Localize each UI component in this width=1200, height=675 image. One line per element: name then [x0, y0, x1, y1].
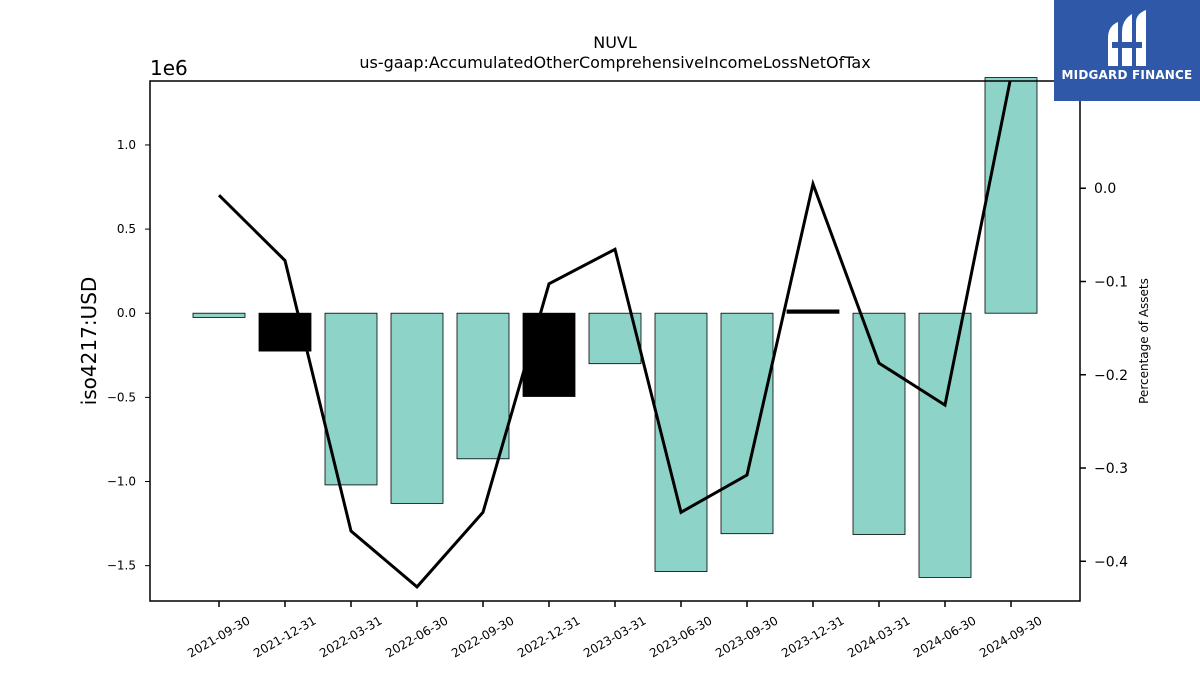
- y-tick-label: −1.0: [107, 475, 136, 489]
- bar: [390, 312, 444, 504]
- bar: [720, 312, 774, 535]
- y2-tick-label: −0.4: [1094, 554, 1128, 570]
- y2-axis-ticks: 0.0 −0.1 −0.2 −0.3 −0.4: [1080, 181, 1128, 570]
- x-tick-label: 2024-06-30: [911, 613, 978, 660]
- x-axis-ticks: 2021-09-302021-12-312022-03-312022-06-30…: [185, 601, 1045, 660]
- brand-logo: MIDGARD FINANCE: [1054, 0, 1200, 101]
- y-tick-label: −1.5: [107, 559, 136, 573]
- x-tick-label: 2024-03-31: [845, 613, 912, 660]
- y2-tick-label: −0.1: [1094, 275, 1128, 291]
- y2-axis-label: Percentage of Assets: [1137, 278, 1151, 404]
- x-tick-label: 2023-06-30: [647, 613, 714, 660]
- y-tick-label: 1.0: [117, 138, 136, 152]
- bar: [786, 309, 840, 314]
- plot-frame: [149, 80, 1081, 602]
- bar: [984, 77, 1038, 314]
- y-axis-label: iso4217:USD: [77, 277, 101, 406]
- y2-tick-label: −0.3: [1094, 461, 1128, 477]
- bar: [456, 312, 510, 460]
- y2-tick-label: 0.0: [1094, 181, 1116, 197]
- y2-tick-label: −0.2: [1094, 368, 1128, 384]
- x-tick-label: 2022-03-31: [317, 613, 384, 660]
- y-tick-label: 0.5: [117, 222, 136, 236]
- logo-text: MIDGARD FINANCE: [1061, 68, 1193, 82]
- x-tick-label: 2024-09-30: [977, 613, 1044, 660]
- x-tick-label: 2021-09-30: [185, 613, 252, 660]
- x-tick-label: 2022-12-31: [515, 613, 582, 660]
- bar-series: [192, 77, 1038, 578]
- y-tick-label: 0.0: [117, 306, 136, 320]
- chart-subtitle: us-gaap:AccumulatedOtherComprehensiveInc…: [359, 53, 870, 72]
- line-series: [217, 81, 1012, 589]
- bar: [522, 312, 576, 397]
- bar: [852, 312, 906, 535]
- chart-title: NUVL: [593, 33, 637, 52]
- y-axis-ticks: −1.5 −1.0 −0.5 0.0 0.5 1.0: [107, 138, 150, 573]
- midgard-logo-icon: [1108, 10, 1146, 66]
- x-tick-label: 2023-12-31: [779, 613, 846, 660]
- bar: [192, 312, 246, 318]
- bar: [918, 312, 972, 578]
- y-tick-label: −0.5: [107, 390, 136, 404]
- y-scale-label: 1e6: [150, 56, 188, 80]
- x-tick-label: 2021-12-31: [251, 613, 318, 660]
- x-tick-label: 2023-03-31: [581, 613, 648, 660]
- x-tick-label: 2022-09-30: [449, 613, 516, 660]
- x-tick-label: 2023-09-30: [713, 613, 780, 660]
- x-tick-label: 2022-06-30: [383, 613, 450, 660]
- percentage-line: [217, 81, 1012, 589]
